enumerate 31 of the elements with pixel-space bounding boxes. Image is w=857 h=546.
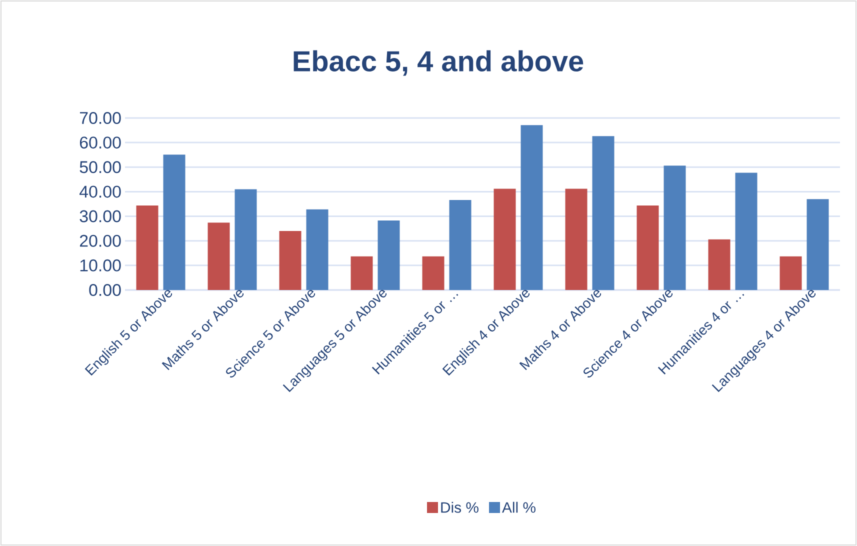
y-tick-label: 60.00 (80, 136, 121, 149)
bar (306, 209, 328, 290)
bar (350, 256, 373, 290)
bar (520, 125, 543, 290)
bar (565, 188, 588, 290)
bar (494, 188, 516, 290)
chart-title: Ebacc 5, 4 and above (294, 50, 584, 76)
bar (780, 256, 802, 290)
y-tick-label: 70.00 (80, 112, 121, 124)
y-tick-label: 50.00 (80, 161, 121, 174)
y-tick-label: 40.00 (79, 186, 121, 198)
bar (664, 166, 686, 290)
bar (592, 136, 614, 290)
y-tick-label: 0.00 (89, 284, 121, 296)
bar (378, 220, 400, 290)
bar (449, 200, 472, 290)
bar (708, 239, 730, 290)
bar (636, 205, 659, 290)
legend-label: All % (502, 502, 536, 513)
bar (735, 172, 758, 290)
bar (279, 231, 302, 290)
legend-label: Dis % (441, 502, 478, 513)
y-tick-label: 20.00 (80, 234, 121, 247)
bar (136, 205, 158, 290)
bar (422, 256, 444, 290)
bar (806, 199, 829, 290)
y-tick-label: 30.00 (80, 210, 121, 222)
bar (163, 154, 186, 290)
y-tick-label: 10.00 (80, 259, 121, 272)
bar (208, 222, 230, 290)
bar (234, 189, 257, 290)
